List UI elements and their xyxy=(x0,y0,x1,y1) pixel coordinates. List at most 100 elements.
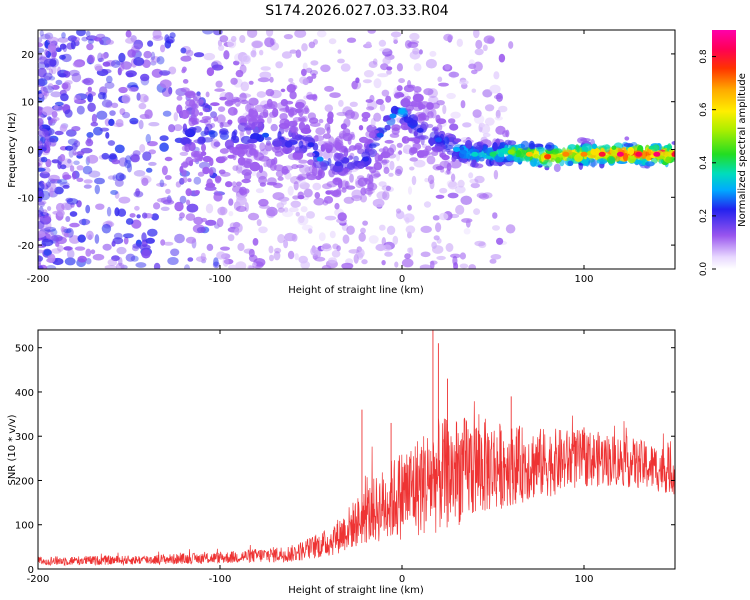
spectrogram-blob-915 xyxy=(93,37,102,42)
spectrogram-blob-1274 xyxy=(269,76,274,83)
spectrogram-blob-2086 xyxy=(344,109,356,120)
spectrogram-blob-758 xyxy=(43,249,52,256)
spectrogram-blob-1052 xyxy=(382,244,392,252)
spectrogram-blob-610 xyxy=(122,233,134,239)
spectrogram-blob-398 xyxy=(49,179,62,184)
spectrogram-blob-749 xyxy=(158,70,171,76)
spectrogram-blob-735 xyxy=(218,44,225,52)
spectrogram-blob-420 xyxy=(450,111,461,119)
spectrogram-y-tick-label-3: 10 xyxy=(21,98,34,109)
spectrogram-blob-772 xyxy=(336,245,341,252)
spectrogram-blob-2020 xyxy=(201,137,213,143)
spectrogram-blob-993 xyxy=(379,47,391,52)
spectrogram-blob-1064 xyxy=(443,33,454,42)
spectrogram-blob-633 xyxy=(349,101,358,108)
spectrogram-blob-981 xyxy=(54,101,64,106)
spectrogram-blob-128 xyxy=(224,92,234,101)
spectrogram-blob-658 xyxy=(234,227,240,236)
spectrogram-blob-1798 xyxy=(343,147,349,158)
spectrogram-blob-388 xyxy=(106,206,112,217)
spectrogram-blob-205 xyxy=(388,172,394,177)
spectrogram-blob-1869 xyxy=(291,131,296,139)
spectrogram-blob-715 xyxy=(139,93,149,103)
spectrogram-blob-619 xyxy=(114,178,124,187)
spectrogram-blob-1077 xyxy=(59,124,68,132)
spectrogram-blob-840 xyxy=(41,106,54,116)
spectrogram-blob-1677 xyxy=(270,123,278,132)
spectrogram-blob-377 xyxy=(307,228,313,234)
spectrogram-blob-1672 xyxy=(342,132,353,142)
spectrogram-blob-446 xyxy=(179,151,189,156)
spectrogram-blob-454 xyxy=(475,39,483,50)
spectrogram-blob-609 xyxy=(186,203,199,213)
spectrogram-blob-1908 xyxy=(575,147,581,153)
spectrogram-blob-2058 xyxy=(219,122,224,128)
spectrogram-blob-989 xyxy=(38,220,45,230)
spectrogram-blob-8 xyxy=(237,242,245,252)
spectrogram-blobs xyxy=(38,30,675,269)
spectrogram-blob-1918 xyxy=(326,126,331,135)
spectrogram-blob-712 xyxy=(47,116,52,121)
spectrogram-blob-309 xyxy=(425,58,437,69)
spectrogram-blob-1902 xyxy=(375,98,384,105)
colorbar-gradient xyxy=(712,30,736,269)
spectrogram-blob-1978 xyxy=(277,176,284,181)
spectrogram-blob-1095 xyxy=(186,49,194,57)
spectrogram-blob-932 xyxy=(180,47,187,54)
spectrogram-blob-1226 xyxy=(206,67,215,77)
spectrogram-blob-56 xyxy=(50,229,58,236)
spectrogram-blob-228 xyxy=(184,264,190,269)
spectrogram-blob-173 xyxy=(283,207,289,213)
spectrogram-blob-1668 xyxy=(427,111,434,119)
spectrogram-blob-894 xyxy=(124,159,132,169)
spectrogram-blob-358 xyxy=(409,166,415,171)
spectrogram-blob-112 xyxy=(360,194,367,203)
spectrogram-blob-766 xyxy=(461,218,473,223)
spectrogram-blob-2089 xyxy=(333,141,341,149)
spectrogram-blob-738 xyxy=(85,30,91,37)
spectrogram-blob-646 xyxy=(104,265,117,269)
spectrogram-blob-110 xyxy=(423,88,434,96)
spectrogram-blob-987 xyxy=(38,128,49,138)
spectrogram-blob-336 xyxy=(85,204,91,214)
spectrogram-blob-805 xyxy=(365,41,372,48)
spectrogram-blob-216 xyxy=(389,160,395,171)
spectrogram-blob-525 xyxy=(312,182,322,191)
spectrogram-blob-682 xyxy=(85,258,92,265)
spectrogram-blob-862 xyxy=(203,52,216,61)
spectrogram-blob-536 xyxy=(133,57,145,66)
spectrogram-blob-1993 xyxy=(384,124,391,131)
spectrogram-blob-948 xyxy=(384,251,393,257)
spectrogram-blob-416 xyxy=(129,213,136,218)
spectrogram-blob-1065 xyxy=(133,190,144,198)
spectrogram-blob-1922 xyxy=(205,91,210,98)
spectrogram-blob-869 xyxy=(268,245,274,254)
spectrogram-blob-797 xyxy=(40,33,51,40)
spectrogram-blob-487 xyxy=(116,246,127,255)
spectrogram-blob-613 xyxy=(90,121,99,127)
spectrogram-blob-473 xyxy=(235,164,243,174)
spectrogram-blob-1793 xyxy=(323,196,334,204)
spectrogram-y-tick-label-1: -10 xyxy=(18,193,34,204)
spectrogram-blob-483 xyxy=(412,47,420,55)
spectrogram-blob-361 xyxy=(123,236,129,245)
spectrogram-blob-851 xyxy=(320,64,331,73)
spectrogram-blob-145 xyxy=(251,171,257,177)
spectrogram-blob-36 xyxy=(489,258,497,264)
spectrogram-blob-626 xyxy=(129,117,139,125)
spectrogram-blob-183 xyxy=(372,58,378,65)
spectrogram-blob-1974 xyxy=(396,91,404,98)
spectrogram-blob-1963 xyxy=(185,90,196,99)
spectrogram-blob-1678 xyxy=(473,142,484,152)
spectrogram-blob-677 xyxy=(234,52,246,63)
spectrogram-blob-810 xyxy=(252,41,263,49)
spectrogram-blob-81 xyxy=(463,228,471,235)
spectrogram-blob-786 xyxy=(168,124,176,133)
spectrogram-ridge-point-13 xyxy=(507,149,515,155)
spectrogram-blob-1061 xyxy=(87,38,94,45)
spectrogram-blob-141 xyxy=(346,37,357,43)
spectrogram-blob-1938 xyxy=(604,144,610,153)
spectrogram-blob-1008 xyxy=(58,73,67,78)
spectrogram-blob-814 xyxy=(148,122,160,127)
spectrogram-blob-902 xyxy=(50,118,57,124)
